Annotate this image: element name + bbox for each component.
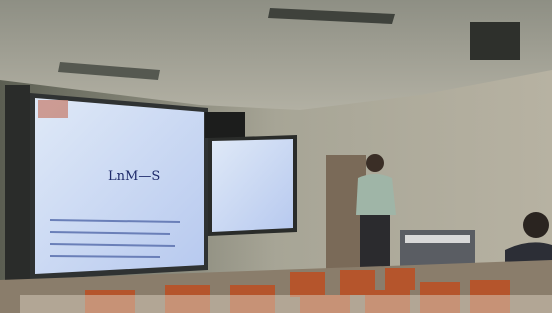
- presenter-head: [366, 154, 384, 172]
- podium-top: [405, 235, 470, 243]
- desks: [20, 295, 552, 313]
- lecture-room-photo: LnM—S: [0, 0, 552, 313]
- slide-logo: [38, 100, 68, 118]
- speaker-box: [205, 112, 245, 138]
- projector: [470, 22, 520, 60]
- main-screen: [35, 98, 204, 274]
- presenter-shirt: [356, 174, 396, 215]
- second-screen: [212, 139, 293, 232]
- slide-formula: LnM—S: [108, 169, 160, 184]
- audience-head: [523, 212, 549, 238]
- left-door: [5, 85, 30, 285]
- presenter-pants: [360, 215, 390, 270]
